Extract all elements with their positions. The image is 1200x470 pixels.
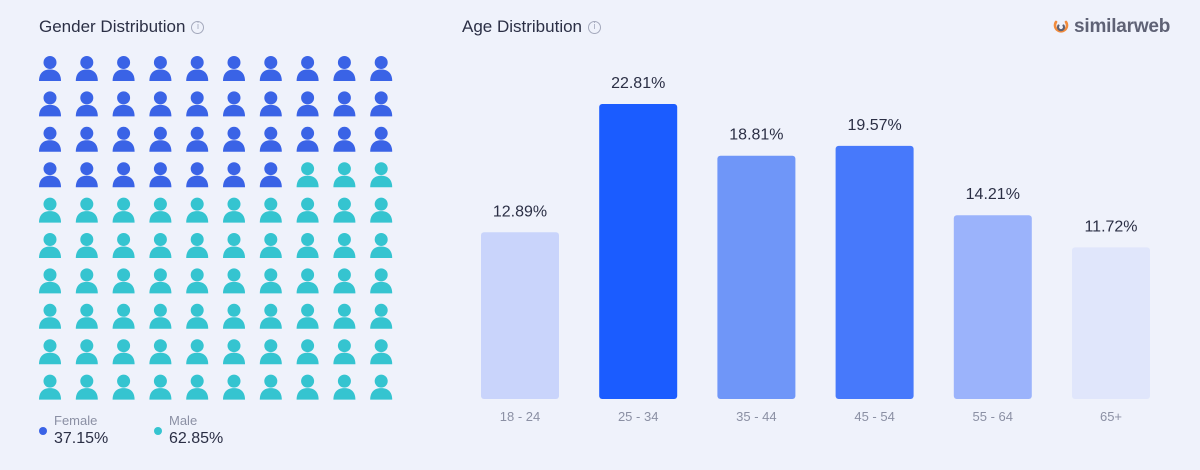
age-bar-value-label: 19.57%	[847, 117, 901, 134]
age-bar[interactable]	[481, 232, 559, 399]
legend-female-value: 37.15%	[54, 430, 109, 447]
similarweb-logo: similarweb	[1053, 16, 1170, 38]
age-category-label: 18 - 24	[500, 409, 540, 424]
age-title-text: Age Distribution	[462, 17, 583, 36]
age-bar-value-label: 12.89%	[493, 203, 547, 220]
info-icon[interactable]: i	[191, 20, 205, 34]
age-bar[interactable]	[599, 104, 678, 399]
age-bar[interactable]	[835, 145, 914, 399]
age-bar-value-label: 22.81%	[611, 75, 665, 92]
age-category-label: 35 - 44	[736, 409, 776, 424]
legend-male-label: Male	[169, 413, 198, 428]
age-bar[interactable]	[1072, 247, 1150, 399]
age-category-label: 45 - 54	[854, 409, 894, 424]
legend-male-dot	[154, 427, 162, 435]
age-bar[interactable]	[953, 215, 1032, 399]
legend-female-label: Female	[54, 413, 98, 428]
legend-male-value: 62.85%	[169, 430, 224, 447]
age-bar-value-label: 11.72%	[1084, 218, 1137, 235]
age-category-label: 65+	[1100, 409, 1122, 424]
age-distribution-title: Age Distribution i	[462, 17, 602, 37]
info-icon[interactable]: i	[588, 20, 602, 34]
similarweb-logo-icon	[1053, 20, 1069, 33]
age-category-label: 55 - 64	[973, 409, 1013, 424]
age-bar-value-label: 14.21%	[966, 186, 1020, 203]
gender-title-text: Gender Distribution	[39, 17, 186, 36]
legend-female-dot	[39, 427, 47, 435]
age-bar-value-label: 18.81%	[729, 127, 783, 144]
age-category-label: 25 - 34	[618, 409, 658, 424]
brand-name: similarweb	[1074, 16, 1171, 37]
age-bar[interactable]	[717, 155, 796, 399]
gender-distribution-title: Gender Distribution i	[39, 17, 205, 37]
